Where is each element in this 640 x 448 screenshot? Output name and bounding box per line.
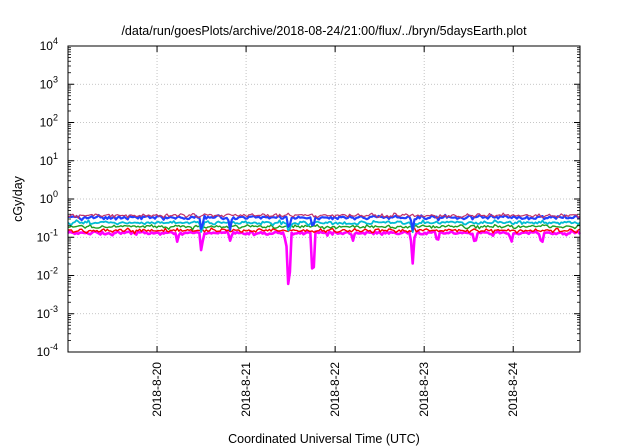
y-axis: 10-4 10-3 10-2 10-1 100 101 102 103 104 — [37, 36, 580, 359]
y-tick-label: 10-2 — [37, 266, 58, 283]
grid — [68, 46, 580, 352]
x-tick-label: 2018-8-23 — [417, 362, 431, 417]
x-tick-label: 2018-8-22 — [328, 362, 342, 417]
y-tick-label: 10-3 — [37, 304, 58, 321]
data-series — [67, 212, 581, 286]
series-line — [67, 227, 581, 235]
series-line — [67, 229, 581, 286]
y-tick-label: 100 — [40, 189, 58, 206]
x-tick-label: 2018-8-24 — [506, 362, 520, 417]
series-line — [67, 219, 581, 234]
x-tick-label: 2018-8-21 — [239, 362, 253, 417]
x-tick-label: 2018-8-20 — [150, 362, 164, 417]
y-tick-label: 10-1 — [37, 227, 58, 244]
y-tick-label: 103 — [40, 74, 58, 91]
y-tick-label: 102 — [40, 113, 58, 130]
series-line — [67, 223, 581, 231]
x-axis-label: Coordinated Universal Time (UTC) — [228, 432, 420, 446]
series-line — [67, 212, 581, 219]
series-line — [67, 213, 581, 232]
y-tick-label: 10-4 — [37, 342, 58, 359]
y-tick-label: 101 — [40, 151, 58, 168]
x-axis: 2018-8-20 2018-8-21 2018-8-22 2018-8-23 2018… — [150, 46, 520, 417]
y-tick-label: 104 — [40, 36, 58, 53]
chart-title: /data/run/goesPlots/archive/2018-08-24/2… — [121, 24, 527, 38]
y-axis-label: cGy/day — [11, 175, 25, 222]
